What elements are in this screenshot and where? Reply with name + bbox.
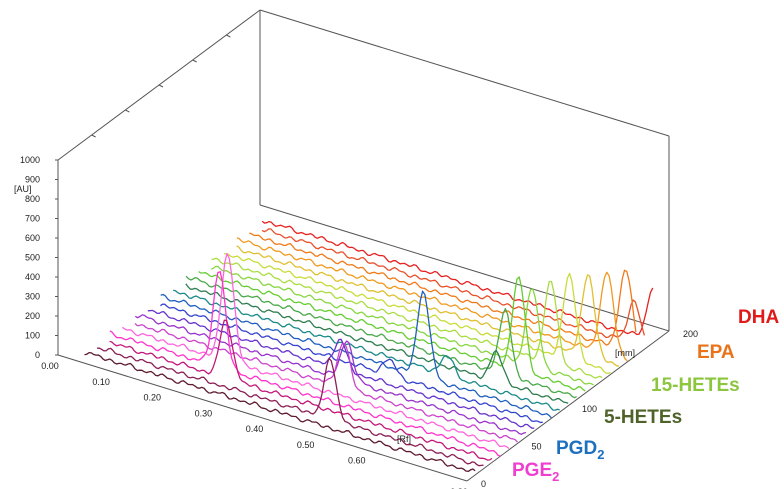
frame-line (57, 354, 468, 482)
legend-label: PGD2 (556, 438, 604, 462)
y-tick-label: 900 (25, 175, 40, 185)
z-axis-ticks: 200 100 50 0 (481, 329, 698, 489)
trace-line (236, 237, 628, 362)
z-tick-label: 100 (582, 404, 597, 414)
y-tick-label: 0 (35, 350, 40, 360)
legend-label: 15-HETEs (651, 375, 740, 396)
frame-tick (125, 109, 130, 113)
trace-line (134, 314, 527, 435)
frame-line (466, 330, 670, 482)
x-tick-label: 0.20 (143, 393, 161, 403)
z-tick-label: 0 (481, 479, 486, 489)
legend-label: 5-HETEs (604, 407, 682, 428)
trace-line (185, 275, 577, 399)
legend-label: PGE2 (512, 460, 559, 484)
z-tick-label: 200 (683, 329, 698, 339)
frame-line (259, 9, 670, 137)
trace-line (198, 271, 586, 392)
trace-line (249, 232, 637, 346)
frame-tick (192, 59, 197, 63)
trace-line (96, 347, 484, 467)
y-tick-label: 800 (25, 194, 40, 204)
trace-line (236, 245, 620, 367)
frame-tick (226, 34, 231, 38)
y-tick-label: 200 (25, 311, 40, 321)
trace-line (147, 309, 535, 429)
y-axis-label: [AU] (14, 184, 32, 194)
y-tick-label: 500 (25, 253, 40, 263)
trace-line (261, 220, 654, 336)
x-tick-label: 0.30 (195, 408, 213, 418)
x-axis-label: [Rf] (397, 434, 411, 444)
legend-label: DHA (738, 307, 779, 328)
trace-line (134, 322, 518, 443)
frame-tick (158, 84, 164, 88)
x-tick-label: 0.40 (246, 424, 264, 434)
trace-line (122, 252, 510, 450)
y-tick-label: 100 (25, 331, 40, 341)
trace-line (261, 228, 646, 339)
x-tick-label: 0.00 (41, 361, 59, 371)
trace-line (109, 319, 493, 461)
chart-traces (84, 220, 654, 473)
trace-line (224, 253, 611, 375)
y-tick-label: 400 (25, 272, 40, 282)
trace-line (160, 303, 543, 424)
y-tick-label: 300 (25, 292, 40, 302)
x-axis-ticks: 0.00 0.10 0.20 0.30 0.40 0.50 0.60 0.80 (41, 361, 468, 489)
legend-label: EPA (697, 342, 735, 363)
x-tick-label: 0.60 (348, 456, 366, 466)
frame-line (259, 204, 670, 332)
chart-frame (57, 9, 670, 482)
trace-line (109, 271, 501, 457)
x-tick-label: 0.50 (297, 440, 315, 450)
y-tick-label: 600 (25, 233, 40, 243)
z-axis-label: [mm] (615, 348, 635, 358)
frame-tick (91, 134, 96, 138)
z-tick-label: 50 (532, 442, 542, 452)
x-tick-label: 0.80 (450, 487, 468, 489)
trace-line (210, 265, 594, 386)
y-tick-label: 1000 (20, 155, 40, 165)
y-tick-label: 700 (25, 214, 40, 224)
trace-line (185, 283, 569, 404)
trace-line (173, 289, 560, 411)
x-tick-label: 0.10 (92, 377, 110, 387)
trace-line (211, 257, 603, 379)
trace-line (84, 351, 476, 473)
